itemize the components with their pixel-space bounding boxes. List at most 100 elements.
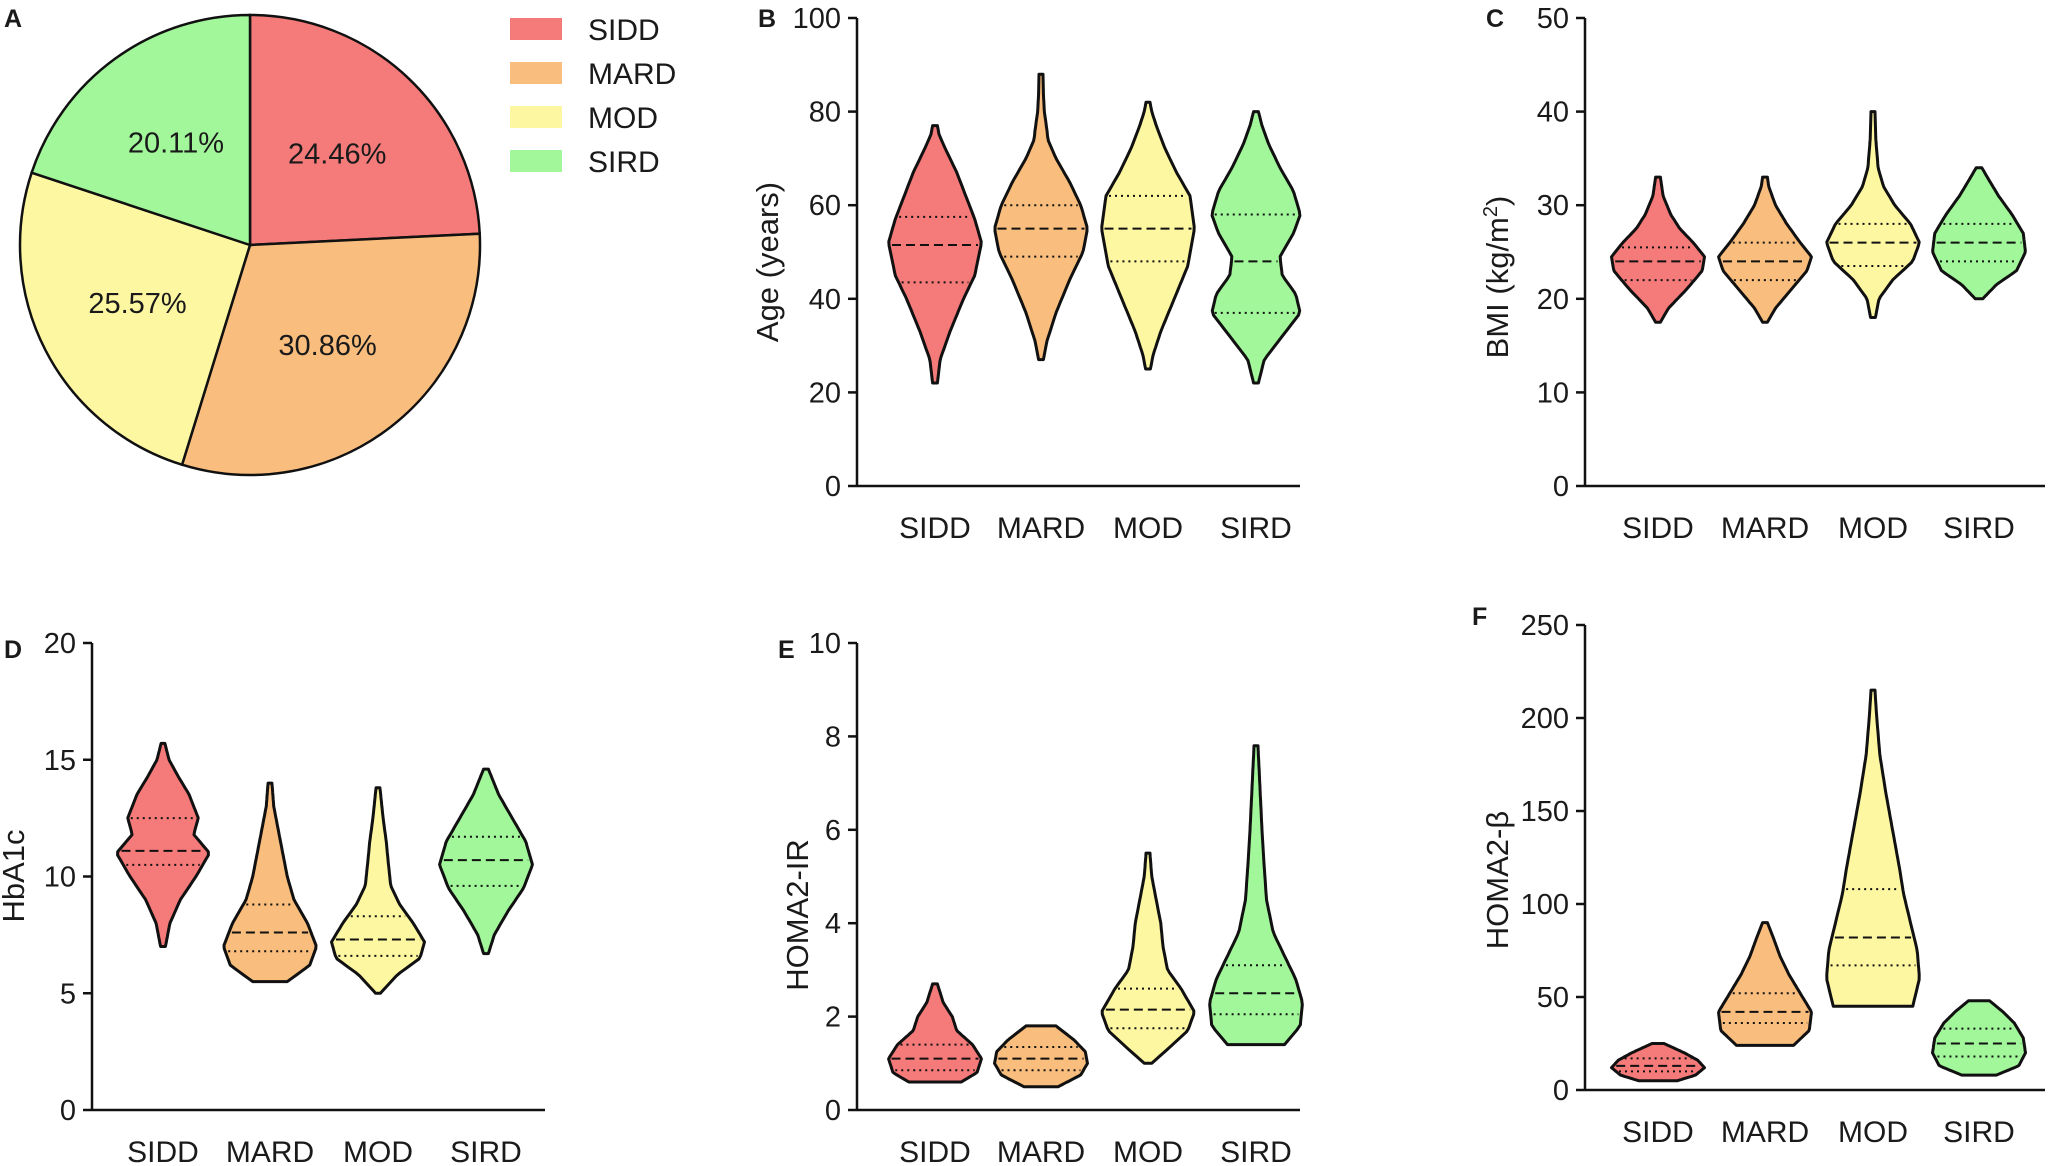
x-category-label-sidd: SIDD bbox=[1622, 1116, 1694, 1149]
legend-label-sidd: SIDD bbox=[588, 14, 660, 47]
x-category-label-sidd: SIDD bbox=[899, 1136, 971, 1166]
pie-label-sidd: 24.46% bbox=[288, 138, 386, 170]
violin-mard bbox=[993, 1024, 1089, 1089]
legend-swatch-mod bbox=[510, 106, 562, 128]
y-tick-label: 10 bbox=[809, 628, 841, 660]
violin-mard bbox=[1717, 921, 1813, 1047]
violin-mard bbox=[993, 72, 1089, 362]
x-category-label-sird: SIRD bbox=[1943, 512, 2015, 545]
pie-legend: SIDD MARD MOD SIRD bbox=[510, 14, 676, 179]
violin-sird bbox=[438, 767, 534, 956]
violin-mod bbox=[1100, 851, 1196, 1065]
violin-sird bbox=[1931, 999, 2027, 1077]
y-tick-label: 15 bbox=[44, 745, 76, 777]
panel-letter-e: E bbox=[778, 636, 795, 664]
x-category-label-sird: SIRD bbox=[1220, 1136, 1292, 1166]
panel-letter-f: F bbox=[1472, 603, 1487, 631]
panel-e-homa2-ir-violin: E HOMA2-IR 0 2 4 6 8 10 SIDD MARD MOD SIRD bbox=[778, 628, 1304, 1166]
y-tick-label: 50 bbox=[1537, 982, 1569, 1014]
panel-letter-a: A bbox=[4, 5, 22, 33]
violin-mard bbox=[222, 781, 318, 984]
violin-sidd bbox=[887, 124, 983, 385]
panel-d-hba1c-violin: D HbA1c 0 5 10 15 20 SIDD MARD MOD SIRD bbox=[0, 628, 545, 1166]
x-category-label-mard: MARD bbox=[1721, 512, 1809, 545]
pie-slices bbox=[18, 13, 482, 477]
violin-mod bbox=[1100, 100, 1196, 371]
y-tick-label: 0 bbox=[825, 471, 841, 503]
y-tick-label: 30 bbox=[1537, 190, 1569, 222]
x-category-label-mard: MARD bbox=[226, 1136, 314, 1166]
violin-mard bbox=[1717, 175, 1813, 324]
y-tick-label: 80 bbox=[809, 97, 841, 129]
legend-swatch-sidd bbox=[510, 18, 562, 40]
violin-sidd bbox=[116, 741, 210, 948]
violin-plot-area: 0 2 4 6 8 10 SIDD MARD MOD SIRD bbox=[809, 628, 1304, 1166]
y-tick-label: 200 bbox=[1521, 703, 1569, 735]
pie-slice-mod bbox=[18, 171, 252, 467]
y-tick-label: 0 bbox=[1553, 1075, 1569, 1107]
violin-mod bbox=[1825, 110, 1921, 319]
y-tick-label: 4 bbox=[825, 908, 841, 940]
y-tick-label: 10 bbox=[1537, 377, 1569, 409]
y-tick-label: 100 bbox=[1521, 889, 1569, 921]
y-tick-label: 0 bbox=[825, 1095, 841, 1127]
y-axis-label: Age (years) bbox=[750, 182, 785, 342]
y-axis-label: HOMA2-β bbox=[1480, 811, 1515, 949]
y-tick-label: 250 bbox=[1521, 610, 1569, 642]
y-tick-label: 8 bbox=[825, 721, 841, 753]
y-tick-label: 100 bbox=[793, 3, 841, 35]
legend-label-mard: MARD bbox=[588, 58, 676, 91]
y-axis-label-superscript: 2 bbox=[1480, 206, 1502, 217]
x-category-label-mod: MOD bbox=[1838, 1116, 1908, 1149]
x-category-label-sidd: SIDD bbox=[127, 1136, 199, 1166]
pie-slice-sidd bbox=[248, 13, 482, 247]
violin-sird bbox=[1208, 744, 1304, 1047]
violin-sird bbox=[1931, 166, 2027, 301]
violin-plot-area: 0 10 20 30 40 50 SIDD MARD MOD SIRD bbox=[1537, 3, 2045, 545]
pie-label-mard: 30.86% bbox=[278, 330, 376, 362]
legend-label-sird: SIRD bbox=[588, 146, 660, 179]
y-tick-label: 20 bbox=[809, 377, 841, 409]
y-tick-label: 5 bbox=[60, 978, 76, 1010]
y-tick-label: 0 bbox=[60, 1095, 76, 1127]
y-tick-label: 60 bbox=[809, 190, 841, 222]
x-category-label-mard: MARD bbox=[997, 512, 1085, 545]
pie-slice-labels: 24.46% 30.86% 25.57% 20.11% bbox=[88, 127, 386, 361]
x-category-label-sird: SIRD bbox=[1220, 512, 1292, 545]
violin-plot-area: 0 20 40 60 80 100 SIDD MARD MOD SIRD bbox=[793, 3, 1302, 545]
pie-label-sird: 20.11% bbox=[128, 127, 224, 159]
panel-a-pie-chart: A 24.46% 30.86% 25.57% 20.11% SIDD MARD MOD… bbox=[4, 5, 676, 477]
panel-letter-b: B bbox=[758, 5, 776, 33]
violin-sird bbox=[1210, 110, 1302, 385]
y-axis-label: HOMA2-IR bbox=[780, 839, 815, 991]
violin-sidd bbox=[887, 982, 983, 1084]
y-tick-label: 40 bbox=[1537, 97, 1569, 129]
legend-label-mod: MOD bbox=[588, 102, 658, 135]
x-category-label-mod: MOD bbox=[1838, 512, 1908, 545]
pie-slice-mard bbox=[180, 232, 482, 477]
y-tick-label: 20 bbox=[1537, 284, 1569, 316]
panel-c-bmi-violin: C BMI (kg/m2) 0 10 20 30 40 50 SIDD MARD MOD SIRD bbox=[1480, 3, 2045, 545]
x-category-label-sidd: SIDD bbox=[1622, 512, 1694, 545]
panel-f-homa2-beta-violin: F HOMA2-β 0 50 100 150 200 250 SIDD MARD MOD SIRD bbox=[1472, 603, 2045, 1149]
violin-plot-area: 0 50 100 150 200 250 SIDD MARD MOD SIRD bbox=[1521, 610, 2045, 1149]
legend-swatch-sird bbox=[510, 150, 562, 172]
panel-letter-d: D bbox=[4, 636, 22, 664]
y-axis-label: BMI (kg/m2) bbox=[1480, 196, 1515, 359]
violin-mod bbox=[330, 786, 426, 995]
violin-plot-area: 0 5 10 15 20 SIDD MARD MOD SIRD bbox=[44, 628, 545, 1166]
y-tick-label: 10 bbox=[44, 862, 76, 894]
violin-mod bbox=[1825, 688, 1921, 1008]
x-category-label-mod: MOD bbox=[1113, 512, 1183, 545]
y-tick-label: 2 bbox=[825, 1002, 841, 1034]
y-axis-label-text: BMI (kg/m bbox=[1480, 217, 1515, 358]
y-tick-label: 40 bbox=[809, 284, 841, 316]
y-tick-label: 50 bbox=[1537, 3, 1569, 35]
x-category-label-mod: MOD bbox=[343, 1136, 413, 1166]
legend-swatch-mard bbox=[510, 62, 562, 84]
pie-slice-sird bbox=[30, 13, 252, 247]
x-category-label-mod: MOD bbox=[1113, 1136, 1183, 1166]
x-category-label-sird: SIRD bbox=[450, 1136, 522, 1166]
panel-letter-c: C bbox=[1486, 5, 1504, 33]
